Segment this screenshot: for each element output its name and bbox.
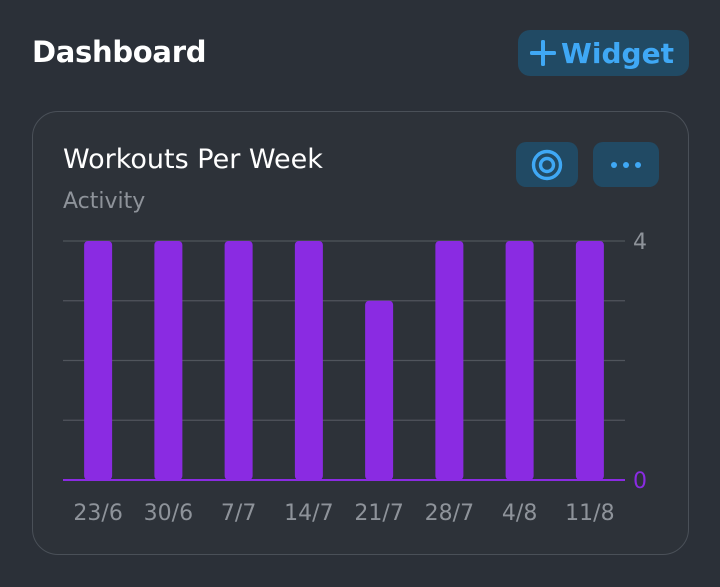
chart-x-tick-label: 28/7: [425, 501, 474, 526]
chart-y-tick-label: 0: [633, 469, 647, 494]
chart-bar: [365, 300, 394, 480]
plus-icon: [530, 40, 557, 66]
add-widget-button[interactable]: Widget: [518, 30, 689, 76]
chart-x-tick-label: 4/8: [502, 501, 537, 526]
chart-x-tick-label: 21/7: [354, 501, 403, 526]
chart-x-tick-label: 23/6: [73, 501, 122, 526]
chart-x-tick-label: 30/6: [144, 501, 193, 526]
page-title: Dashboard: [32, 35, 207, 69]
chart-bar: [505, 241, 534, 480]
chart-y-tick-label: 4: [633, 230, 647, 255]
chart-bar: [294, 241, 323, 480]
chart-bar: [575, 241, 604, 480]
ellipsis-icon: [611, 161, 641, 168]
target-icon: [531, 149, 563, 180]
chart-bar: [224, 241, 253, 480]
chart-x-tick-label: 7/7: [221, 501, 256, 526]
widget-subtitle: Activity: [63, 189, 146, 214]
widget-title: Workouts Per Week: [63, 144, 323, 175]
more-options-button[interactable]: [593, 142, 659, 187]
target-button[interactable]: [516, 142, 578, 187]
chart-bars: [84, 241, 604, 480]
add-widget-label: Widget: [561, 36, 674, 70]
chart-bar: [154, 241, 183, 480]
chart-y-tick-labels: 04: [633, 230, 647, 494]
chart-bar: [84, 241, 113, 480]
chart-gridlines: [63, 240, 625, 481]
chart-x-tick-label: 11/8: [565, 501, 614, 526]
workouts-bar-chart: 04 23/6 30/6 7/7 14/7 21/7 28/7 4/8 11/8: [63, 230, 647, 526]
chart-x-tick-label: 14/7: [284, 501, 333, 526]
chart-bar: [435, 241, 464, 480]
chart-x-tick-labels: 23/6 30/6 7/7 14/7 21/7 28/7 4/8 11/8: [73, 501, 614, 526]
